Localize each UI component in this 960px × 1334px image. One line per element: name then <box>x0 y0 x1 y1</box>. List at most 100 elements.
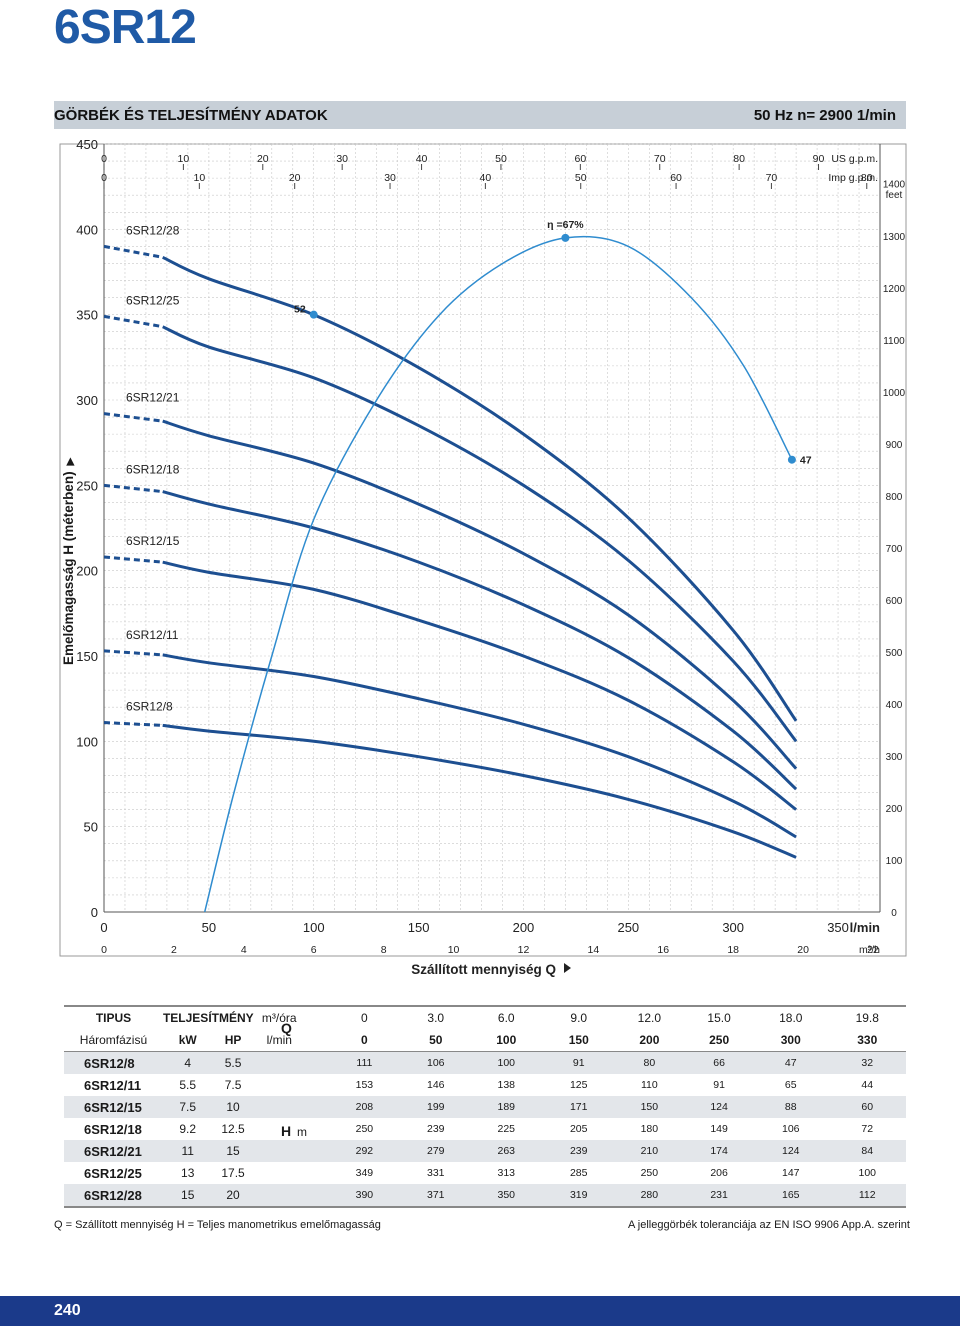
table-row: 6SR12/25 13 17.5 349 331 313 285 250 206 147 100 <box>64 1162 906 1184</box>
header-q-value: 6.0 <box>468 1005 544 1029</box>
y-tick-label-feet: 400 <box>886 700 903 711</box>
x-tick-lmin: 350 <box>827 920 849 935</box>
row-model: 6SR12/15 <box>64 1096 163 1118</box>
x-tick-m3h: 10 <box>448 944 460 956</box>
y-tick-label-feet: 500 <box>886 648 903 659</box>
curve-label: 6SR12/28 <box>126 223 180 237</box>
row-head-value: 171 <box>543 1096 614 1118</box>
x-tick-usgpm: 0 <box>101 153 107 165</box>
row-head-value: 138 <box>497 1079 516 1091</box>
pump-curve <box>162 419 798 770</box>
y-axis-title-text: Emelőmagasság H (méterben) <box>61 471 76 665</box>
row-head-value: 60 <box>828 1096 906 1118</box>
row-head-value: 32 <box>828 1051 906 1074</box>
page-footer-bar <box>0 1296 960 1326</box>
row-kw: 13 <box>181 1166 195 1180</box>
x-tick-usgpm: 40 <box>416 153 428 165</box>
pump-curve-dashed <box>103 244 163 259</box>
row-head-value: 106 <box>782 1123 800 1135</box>
row-head-value: 180 <box>640 1123 659 1135</box>
x-tick-m3h: 14 <box>588 944 600 956</box>
header-unit-lmin: l/min <box>253 1029 305 1052</box>
x-tick-m3h: 16 <box>657 944 669 956</box>
pump-curve <box>162 653 797 839</box>
y-tick-label-feet: 1400 <box>883 180 906 191</box>
header-kw: kW <box>162 1029 213 1052</box>
row-model: 6SR12/11 <box>84 1077 142 1093</box>
row-head-value: 208 <box>325 1096 403 1118</box>
row-head-value: 106 <box>402 1051 469 1074</box>
row-head-value: 199 <box>402 1096 469 1118</box>
pump-curve <box>162 723 797 859</box>
row-head-value: 147 <box>782 1167 800 1179</box>
x-tick-m3h: 22 <box>867 944 879 956</box>
y-tick-label-m: 50 <box>84 820 98 835</box>
row-head-value: 250 <box>355 1123 374 1135</box>
performance-table: TIPUS TELJESÍTMÉNY m³/óra 0 3.0 6.0 9.0 … <box>64 1005 906 1208</box>
x-tick-impgpm: 60 <box>670 172 682 184</box>
x-unit-impgpm: Imp g.p.m. <box>828 172 878 184</box>
row-head-value: 331 <box>427 1167 445 1179</box>
row-model: 6SR12/8 <box>64 1051 163 1074</box>
row-head-value: 150 <box>613 1096 686 1118</box>
header-q-value: 18.0 <box>753 1005 829 1029</box>
row-hp: 10 <box>212 1096 254 1118</box>
row-head-value: 149 <box>710 1123 728 1135</box>
x-tick-impgpm: 30 <box>384 172 396 184</box>
row-head-value: 319 <box>543 1184 614 1208</box>
y-tick-label-feet: 600 <box>886 596 903 607</box>
x-tick-lmin: 300 <box>722 920 744 935</box>
table-header-row-2: Háromfázisú kW HP l/min 0 50 100 150 200… <box>64 1029 906 1052</box>
x-axis-arrow-icon <box>564 963 571 973</box>
header-teljesitmeny: TELJESÍTMÉNY <box>162 1005 254 1029</box>
x-tick-usgpm: 10 <box>178 153 190 165</box>
y-unit-feet: feet <box>886 190 903 201</box>
x-tick-usgpm: 20 <box>257 153 269 165</box>
row-head-value: 250 <box>640 1167 659 1179</box>
row-kw: 9.2 <box>179 1122 197 1136</box>
row-head-value: 285 <box>569 1167 588 1179</box>
y-tick-label-feet: 300 <box>886 752 903 763</box>
header-q-value: 250 <box>685 1029 754 1052</box>
table-row: 6SR12/11 5.5 7.5 153 146 138 125 110 91 65 44 <box>64 1074 906 1096</box>
x-tick-lmin: 0 <box>100 920 107 935</box>
y-tick-label-feet: 1200 <box>883 284 906 295</box>
q-symbol: Q <box>281 1020 292 1036</box>
performance-chart: 0501001502002503003504004500100200300400… <box>59 137 907 977</box>
row-head-value: 279 <box>402 1140 469 1162</box>
pump-curve <box>162 325 798 743</box>
y-tick-label-m: 300 <box>76 393 98 408</box>
row-head-value: 206 <box>710 1167 728 1179</box>
x-tick-impgpm: 80 <box>861 172 873 184</box>
header-q-value: 19.8 <box>828 1005 906 1029</box>
x-tick-usgpm: 30 <box>336 153 348 165</box>
row-head-value: 66 <box>685 1051 754 1074</box>
efficiency-point <box>561 233 570 242</box>
efficiency-curve <box>203 235 793 913</box>
efficiency-label: 52 <box>294 304 306 316</box>
header-q-value: 0 <box>325 1005 403 1029</box>
footer-tolerance: A jelleggörbék toleranciája az EN ISO 99… <box>628 1219 910 1231</box>
pump-curve-dashed <box>103 412 163 423</box>
row-gap <box>254 1162 305 1184</box>
chart-frame <box>59 143 907 957</box>
y-tick-label-feet: 800 <box>886 492 903 503</box>
row-head-value: 263 <box>468 1140 544 1162</box>
y-axis-title: Emelőmagasság H (méterben) ▶ <box>61 425 76 665</box>
x-tick-usgpm: 50 <box>495 153 507 165</box>
row-head-value: 153 <box>355 1079 374 1091</box>
curve-label: 6SR12/11 <box>126 628 179 642</box>
x-unit-m3h: m³/h <box>859 944 880 956</box>
row-head-value: 44 <box>861 1079 874 1091</box>
header-q-value: 0 <box>325 1029 403 1052</box>
header-haromfazisu: Háromfázisú <box>64 1029 163 1052</box>
row-head-value: 239 <box>427 1123 445 1135</box>
row-head-value: 100 <box>468 1051 544 1074</box>
y-tick-label-m: 250 <box>76 478 98 493</box>
row-head-value: 65 <box>784 1079 797 1091</box>
row-head-value: 146 <box>427 1079 445 1091</box>
table-row: 6SR12/18 9.2 12.5 250 239 225 205 180 149 106 72 <box>64 1118 906 1140</box>
header-q-value: 50 <box>402 1029 469 1052</box>
x-tick-lmin: 150 <box>408 920 430 935</box>
row-gap <box>305 1074 326 1096</box>
